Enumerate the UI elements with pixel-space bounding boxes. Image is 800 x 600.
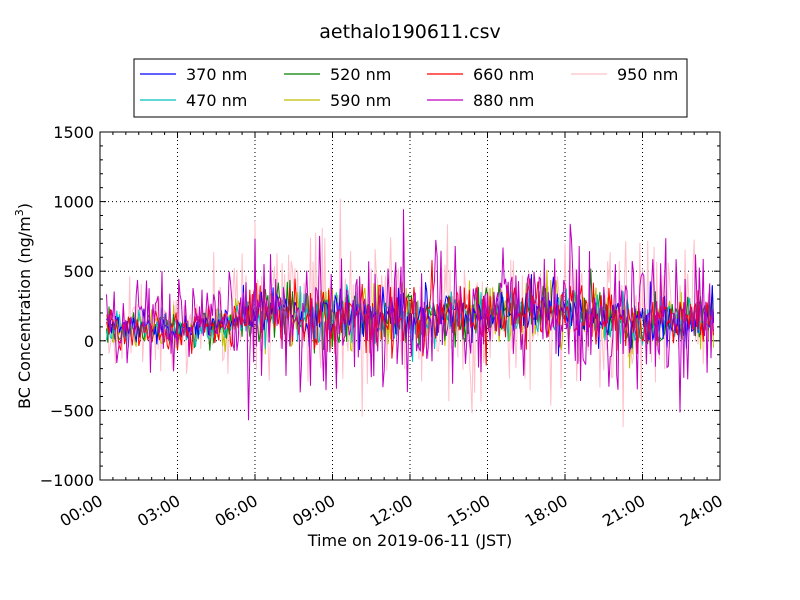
x-tick-label: 00:00 <box>57 491 106 531</box>
x-tick-labels: 00:00 03:00 06:00 09:00 12:00 15:00 18:00 21:00… <box>57 491 726 531</box>
legend-label: 950 nm <box>617 65 678 84</box>
x-tick-label: 15:00 <box>444 491 493 531</box>
x-tick-label: 12:00 <box>367 491 416 531</box>
y-tick-labels: −1000 −500 0 500 1000 1500 <box>40 123 94 490</box>
y-tick-label: −500 <box>50 401 94 420</box>
x-axis-title: Time on 2019-06-11 (JST) <box>307 531 512 550</box>
y-axis-title-sup: 3 <box>13 209 26 216</box>
legend-label: 370 nm <box>186 65 247 84</box>
chart-title: aethalo190611.csv <box>319 21 501 43</box>
y-axis-title-tail: ) <box>15 203 34 209</box>
legend: 370 nm 470 nm 520 nm 590 nm 660 nm 880 nm 950 … <box>133 58 688 118</box>
y-axis-title: BC Concentration (ng/m3) <box>13 203 34 409</box>
y-tick-label: −1000 <box>40 471 94 490</box>
x-tick-label: 06:00 <box>212 491 261 531</box>
plot-area <box>99 131 721 481</box>
series-layer <box>106 198 714 428</box>
x-tick-label: 18:00 <box>522 491 571 531</box>
x-tick-label: 24:00 <box>677 491 726 531</box>
y-axis-title-main: BC Concentration (ng/m <box>15 216 34 409</box>
y-tick-label: 500 <box>63 262 94 281</box>
legend-label: 880 nm <box>473 91 534 110</box>
legend-label: 470 nm <box>186 91 247 110</box>
x-tick-label: 03:00 <box>134 491 183 531</box>
y-tick-label: 0 <box>84 332 94 351</box>
series-line-880-nm <box>106 209 714 421</box>
x-tick-label: 09:00 <box>289 491 338 531</box>
legend-label: 590 nm <box>330 91 391 110</box>
ticks <box>99 131 721 481</box>
legend-label: 660 nm <box>473 65 534 84</box>
x-tick-label: 21:00 <box>599 491 648 531</box>
legend-label: 520 nm <box>330 65 391 84</box>
y-tick-label: 1000 <box>53 193 94 212</box>
y-tick-label: 1500 <box>53 123 94 142</box>
legend-box <box>133 58 688 118</box>
